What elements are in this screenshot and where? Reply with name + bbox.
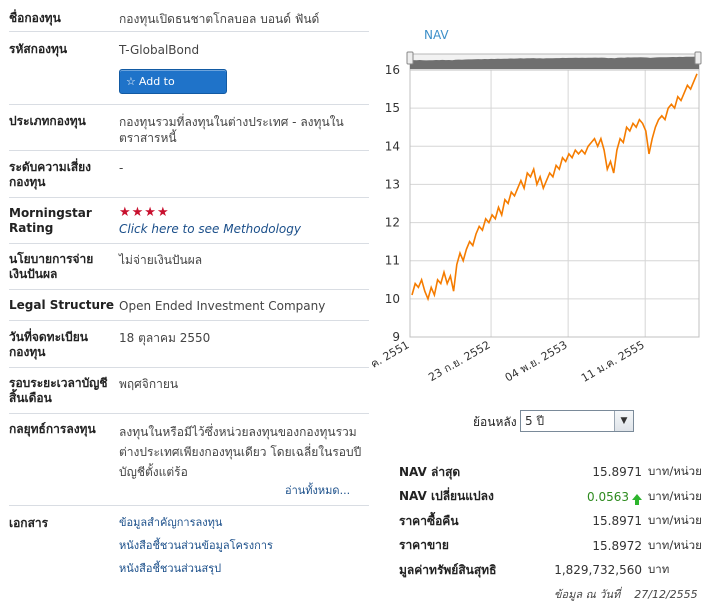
period-selected-value: 5 ปี <box>525 414 545 428</box>
strategy-label: กลยุทธ์การลงทุน <box>9 422 96 436</box>
x-axis: ค. 2551 23 ก.ย. 2552 04 พ.ย. 2553 11 ม.ค. 2… <box>372 338 647 385</box>
fund-info-panel: ชื่อกองทุน กองทุนเปิดธนชาตโกลบอล บอนด์ ฟ… <box>9 11 369 585</box>
nav-change-number: 0.0563 <box>587 489 629 504</box>
table-row: NAV เปลี่ยนแปลง 0.0563 บาท/หน่วย <box>399 485 708 510</box>
doc-link-prospectus-full[interactable]: หนังสือชี้ชวนส่วนข้อมูลโครงการ <box>119 539 273 552</box>
offer-price-unit: บาท/หน่วย <box>648 537 702 552</box>
documents-list: ข้อมูลสำคัญการลงทุน หนังสือชี้ชวนส่วนข้อ… <box>119 516 369 585</box>
fund-name-value: กองทุนเปิดธนชาตโกลบอล บอนด์ ฟันด์ <box>119 12 320 26</box>
net-asset-label: มูลค่าทรัพย์สินสุทธิ <box>399 562 497 577</box>
y-tick-label: 13 <box>385 177 400 191</box>
fiscal-value: พฤศจิกายน <box>119 377 179 391</box>
net-asset-value: 1,829,732,560 <box>554 563 642 578</box>
divider <box>9 367 369 368</box>
nav-chart: 9 10 11 12 13 14 15 16 ค. 2551 23 ก.ย. 2552 04 พ.… <box>372 51 702 385</box>
legal-label: Legal Structure <box>9 298 115 312</box>
period-label: ย้อนหลัง <box>473 415 517 429</box>
methodology-link[interactable]: Click here to see Methodology <box>119 222 301 236</box>
offer-price-label: ราคาขาย <box>399 538 449 553</box>
documents-label: เอกสาร <box>9 516 49 530</box>
arrow-up-icon <box>632 493 642 500</box>
fund-type-label: ประเภทกองทุน <box>9 114 86 128</box>
nav-change-label: NAV เปลี่ยนแปลง <box>399 489 494 504</box>
x-tick-label: 04 พ.ย. 2553 <box>503 338 570 384</box>
y-tick-label: 9 <box>392 330 400 344</box>
risk-value: - <box>119 161 124 175</box>
net-asset-unit: บาท <box>648 562 670 577</box>
rating-stars-icon: ★★★★ <box>119 205 170 220</box>
redemption-price-value: 15.8971 <box>592 514 642 529</box>
plot-frame <box>409 69 700 338</box>
y-tick-label: 11 <box>385 254 400 268</box>
table-row: NAV ล่าสุด 15.8971 บาท/หน่วย <box>399 460 708 485</box>
dividend-value: ไม่จ่ายเงินปันผล <box>119 253 203 267</box>
data-as-of: ข้อมูล ณ วันที่ 27/12/2555 <box>554 585 698 603</box>
navigator-series <box>410 56 699 69</box>
dividend-label: นโยบายการจ่ายเงินปันผล <box>9 252 94 281</box>
rating-value: ★★★★ Click here to see Methodology <box>119 206 369 237</box>
risk-label: ระดับความเสี่ยงกองทุน <box>9 160 92 189</box>
fund-name-label: ชื่อกองทุน <box>9 11 61 25</box>
table-row: มูลค่าทรัพย์สินสุทธิ 1,829,732,560 บาท <box>399 558 708 583</box>
divider <box>9 197 369 198</box>
nav-latest-unit: บาท/หน่วย <box>648 464 702 479</box>
strategy-value: ลงทุนในหรือมีไว้ซึ่งหน่วยลงทุนของกองทุนร… <box>119 425 362 479</box>
doc-link-key-info[interactable]: ข้อมูลสำคัญการลงทุน <box>119 516 223 529</box>
fund-code-label: รหัสกองทุน <box>9 42 68 56</box>
y-tick-label: 10 <box>385 292 400 306</box>
table-row: ราคาซื้อคืน 15.8971 บาท/หน่วย <box>399 509 708 534</box>
navigator-right-handle[interactable] <box>694 51 702 65</box>
chart-grid <box>409 69 699 338</box>
add-to-watchlist-button[interactable]: ☆ Add to WatchList <box>119 69 227 112</box>
redemption-price-label: ราคาซื้อคืน <box>399 513 459 528</box>
y-tick-label: 14 <box>385 139 400 153</box>
arrow-up-stem <box>635 499 639 505</box>
y-tick-label: 15 <box>385 101 400 115</box>
y-axis: 9 10 11 12 13 14 15 16 <box>385 63 400 344</box>
divider <box>9 150 369 151</box>
x-tick-label: 11 ม.ค. 2555 <box>579 338 647 385</box>
nav-latest-label: NAV ล่าสุด <box>399 464 461 479</box>
redemption-price-unit: บาท/หน่วย <box>648 513 702 528</box>
divider <box>9 289 369 290</box>
divider <box>9 320 369 321</box>
divider <box>9 104 369 105</box>
divider <box>9 505 369 506</box>
divider <box>9 243 369 244</box>
read-all-link[interactable]: อ่านทั้งหมด... <box>285 484 351 497</box>
regdate-value: 18 ตุลาคม 2550 <box>119 331 211 345</box>
nav-series-line <box>411 73 698 302</box>
doc-link-prospectus-summary[interactable]: หนังสือชี้ชวนส่วนสรุป <box>119 562 222 575</box>
divider <box>9 31 369 32</box>
y-tick-label: 16 <box>385 63 400 77</box>
legal-value: Open Ended Investment Company <box>119 299 326 313</box>
x-tick-label: 23 ก.ย. 2552 <box>426 338 492 384</box>
divider <box>9 413 369 414</box>
nav-summary-table: NAV ล่าสุด 15.8971 บาท/หน่วย NAV เปลี่ยน… <box>399 460 708 583</box>
fund-code-value: T-GlobalBond <box>119 43 200 57</box>
chevron-down-icon[interactable]: ▼ <box>614 411 633 431</box>
offer-price-value: 15.8972 <box>592 538 642 553</box>
nav-change-unit: บาท/หน่วย <box>648 488 702 503</box>
regdate-label: วันที่จดทะเบียนกองทุน <box>9 330 88 359</box>
star-icon: ☆ <box>126 75 136 88</box>
navigator-left-handle[interactable] <box>406 51 414 65</box>
fiscal-label: รอบระยะเวลาบัญชีสิ้นเดือน <box>9 376 108 405</box>
period-select[interactable]: 5 ปี ▼ <box>520 410 634 432</box>
table-row: ราคาขาย 15.8972 บาท/หน่วย <box>399 534 708 559</box>
y-tick-label: 12 <box>385 216 400 230</box>
fund-type-value: กองทุนรวมที่ลงทุนในต่างประเทศ - ลงทุนในต… <box>119 115 344 145</box>
nav-latest-value: 15.8971 <box>592 465 642 480</box>
chart-title: NAV <box>424 28 449 42</box>
as-of-date: 27/12/2555 <box>634 588 698 601</box>
as-of-label: ข้อมูล ณ วันที่ <box>554 588 621 601</box>
nav-change-value: 0.0563 <box>539 485 642 510</box>
watchlist-label: Add to WatchList <box>126 75 180 112</box>
rating-label: Morningstar Rating <box>9 206 92 235</box>
